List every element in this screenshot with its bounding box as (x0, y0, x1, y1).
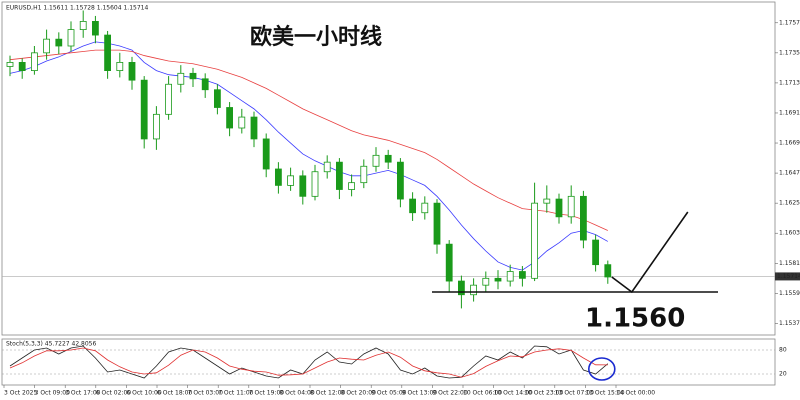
projection (611, 211, 689, 294)
candle-body (482, 277, 490, 286)
candle-body (6, 62, 14, 67)
x-tick-label: 10 Oct 14:00 (494, 390, 533, 397)
candle-body (323, 161, 331, 173)
candle-body (421, 202, 429, 214)
candle-body (79, 20, 87, 30)
candle-body (494, 277, 502, 282)
x-tick-label: 7 Oct 11:00 (218, 390, 253, 397)
candle-body (18, 62, 26, 72)
stoch-tick-label: 20 (779, 371, 787, 378)
candle-body (165, 83, 173, 115)
candle-body (287, 175, 295, 186)
x-tick-label: 6 Oct 18:00 (157, 390, 192, 397)
candle-body (238, 116, 246, 129)
candle-body (189, 72, 197, 80)
y-tick-label: 1.16690 (779, 140, 800, 147)
chart-title: 欧美一小时线 (250, 24, 382, 50)
header: EURUSD,H1 1.15611 1.15728 1.15604 1.1571… (6, 5, 148, 12)
candle-body (372, 154, 380, 167)
candle-body (360, 165, 368, 184)
y-tick-label: 1.16030 (779, 230, 800, 237)
x-tick-label: 7 Oct 19:00 (249, 390, 284, 397)
candle-body (43, 38, 50, 54)
y-tick-label: 1.15370 (779, 320, 800, 327)
support-label: 1.1560 (585, 304, 685, 334)
x-tick-label: 10 Oct 23:00 (524, 390, 563, 397)
last-price-box (775, 272, 800, 281)
candle-body (213, 89, 221, 108)
candle-body (506, 271, 514, 282)
candle-body (409, 198, 417, 214)
candle-body (470, 284, 478, 296)
x-tick-label: 8 Oct 04:00 (279, 390, 314, 397)
candle-body (592, 239, 599, 266)
candle-body (567, 195, 575, 218)
stoch-main (9, 345, 609, 379)
x-tick-label: 7 Oct 03:00 (188, 390, 223, 397)
candle-body (384, 154, 392, 163)
x-tick-label: 3 Oct 17:00 (65, 390, 100, 397)
stoch-signal (9, 347, 608, 378)
candle-body (30, 52, 38, 71)
x-tick-label: 9 Oct 05:00 (371, 390, 406, 397)
x-tick-label: 6 Oct 10:00 (126, 390, 161, 397)
candle-body (433, 202, 441, 245)
candle-body (348, 182, 356, 190)
candle-body (250, 116, 258, 140)
candle-body (519, 271, 526, 279)
x-tick-label: 8 Oct 20:00 (341, 390, 376, 397)
x-tick-label: 6 Oct 02:00 (96, 390, 131, 397)
candle-body (92, 20, 99, 36)
candle-body (67, 29, 75, 47)
candle-body (396, 161, 404, 200)
stoch-panel (1, 338, 776, 386)
candle-body (311, 171, 319, 197)
candle-body (274, 168, 282, 186)
x-tick-label: 9 Oct 13:00 (402, 390, 437, 397)
candle-body (104, 34, 111, 71)
candle-body (262, 138, 270, 170)
candle-body (580, 195, 587, 241)
last-price-label: 1.15714 (777, 273, 800, 280)
candle-body (335, 161, 343, 190)
x-tick-label: 13 Oct 07:00 (555, 390, 594, 397)
candle-body (128, 62, 136, 81)
x-tick-label: 9 Oct 22:00 (432, 390, 467, 397)
y-tick-label: 1.17350 (779, 49, 800, 56)
x-tick-label: 8 Oct 12:00 (310, 390, 345, 397)
candle-body (445, 243, 453, 282)
candle-body (604, 264, 612, 278)
candle-body (555, 198, 563, 218)
x-tick-label: 3 Oct 09:00 (35, 390, 70, 397)
candle-body (116, 62, 124, 72)
stoch-label: Stoch(5,3,3) 45.7227 42.8056 (6, 341, 97, 348)
candle-body (140, 79, 148, 140)
candle-body (152, 113, 160, 140)
candle-body (299, 175, 307, 197)
x-tick-label: 14 Oct 00:00 (616, 390, 655, 397)
candle-body (201, 78, 209, 91)
main-panel (1, 1, 776, 336)
candle-body (531, 202, 538, 279)
y-tick-label: 1.16470 (779, 170, 800, 177)
candle-body (177, 72, 185, 85)
candle-body (543, 198, 551, 204)
candle-body (55, 38, 63, 47)
stoch-tick-label: 80 (779, 347, 787, 354)
y-tick-label: 1.16250 (779, 200, 800, 207)
y-tick-label: 1.15810 (779, 260, 800, 267)
highlight-circle (587, 357, 616, 381)
candle-body (457, 280, 465, 296)
x-tick-label: 10 Oct 06:00 (463, 390, 502, 397)
y-tick-label: 1.16910 (779, 109, 800, 116)
y-tick-label: 1.17130 (779, 79, 800, 86)
y-tick-label: 1.15590 (779, 290, 800, 297)
candle-body (226, 107, 234, 129)
x-tick-label: 3 Oct 2025 (4, 390, 37, 397)
x-tick-label: 13 Oct 15:00 (585, 390, 624, 397)
y-tick-label: 1.17570 (779, 19, 800, 26)
